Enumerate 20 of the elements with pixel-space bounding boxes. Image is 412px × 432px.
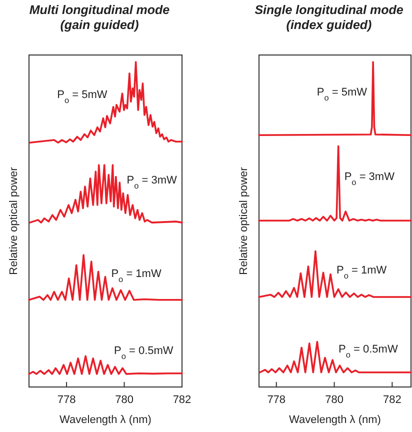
series-label: P$_{o}$ = 0.5mW bbox=[114, 345, 174, 360]
series-label: P$_{o}$ = 5mW bbox=[316, 86, 368, 102]
x-tick-label: 780 bbox=[115, 394, 134, 406]
series-label: P$_{o}$ = 3mW bbox=[126, 174, 178, 190]
series-label: P$_{o}$ = 3mW bbox=[344, 170, 396, 186]
y-axis-title: Relative optical power bbox=[238, 166, 250, 275]
chart-title: Single longitudinal mode (index guided) bbox=[254, 3, 404, 32]
x-axis-title: Wavelength λ (nm) bbox=[60, 414, 152, 426]
x-axis-title: Wavelength λ (nm) bbox=[289, 414, 381, 426]
series-label: P$_{o}$ = 1mW bbox=[111, 268, 162, 284]
chart-title: Multi longitudinal mode (gain guided) bbox=[29, 3, 170, 32]
x-tick-label: 778 bbox=[57, 394, 76, 406]
x-tick-label: 782 bbox=[383, 394, 402, 406]
x-tick-label: 780 bbox=[325, 394, 344, 406]
series-label: P$_{o}$ = 1mW bbox=[336, 264, 388, 280]
series-label: P$_{o}$ = 0.5mW bbox=[338, 343, 398, 359]
series-label: P$_{o}$ = 5mW bbox=[57, 89, 108, 105]
x-tick-label: 778 bbox=[267, 394, 286, 406]
y-axis-title: Relative optical power bbox=[8, 166, 20, 275]
x-tick-label: 782 bbox=[172, 394, 192, 406]
